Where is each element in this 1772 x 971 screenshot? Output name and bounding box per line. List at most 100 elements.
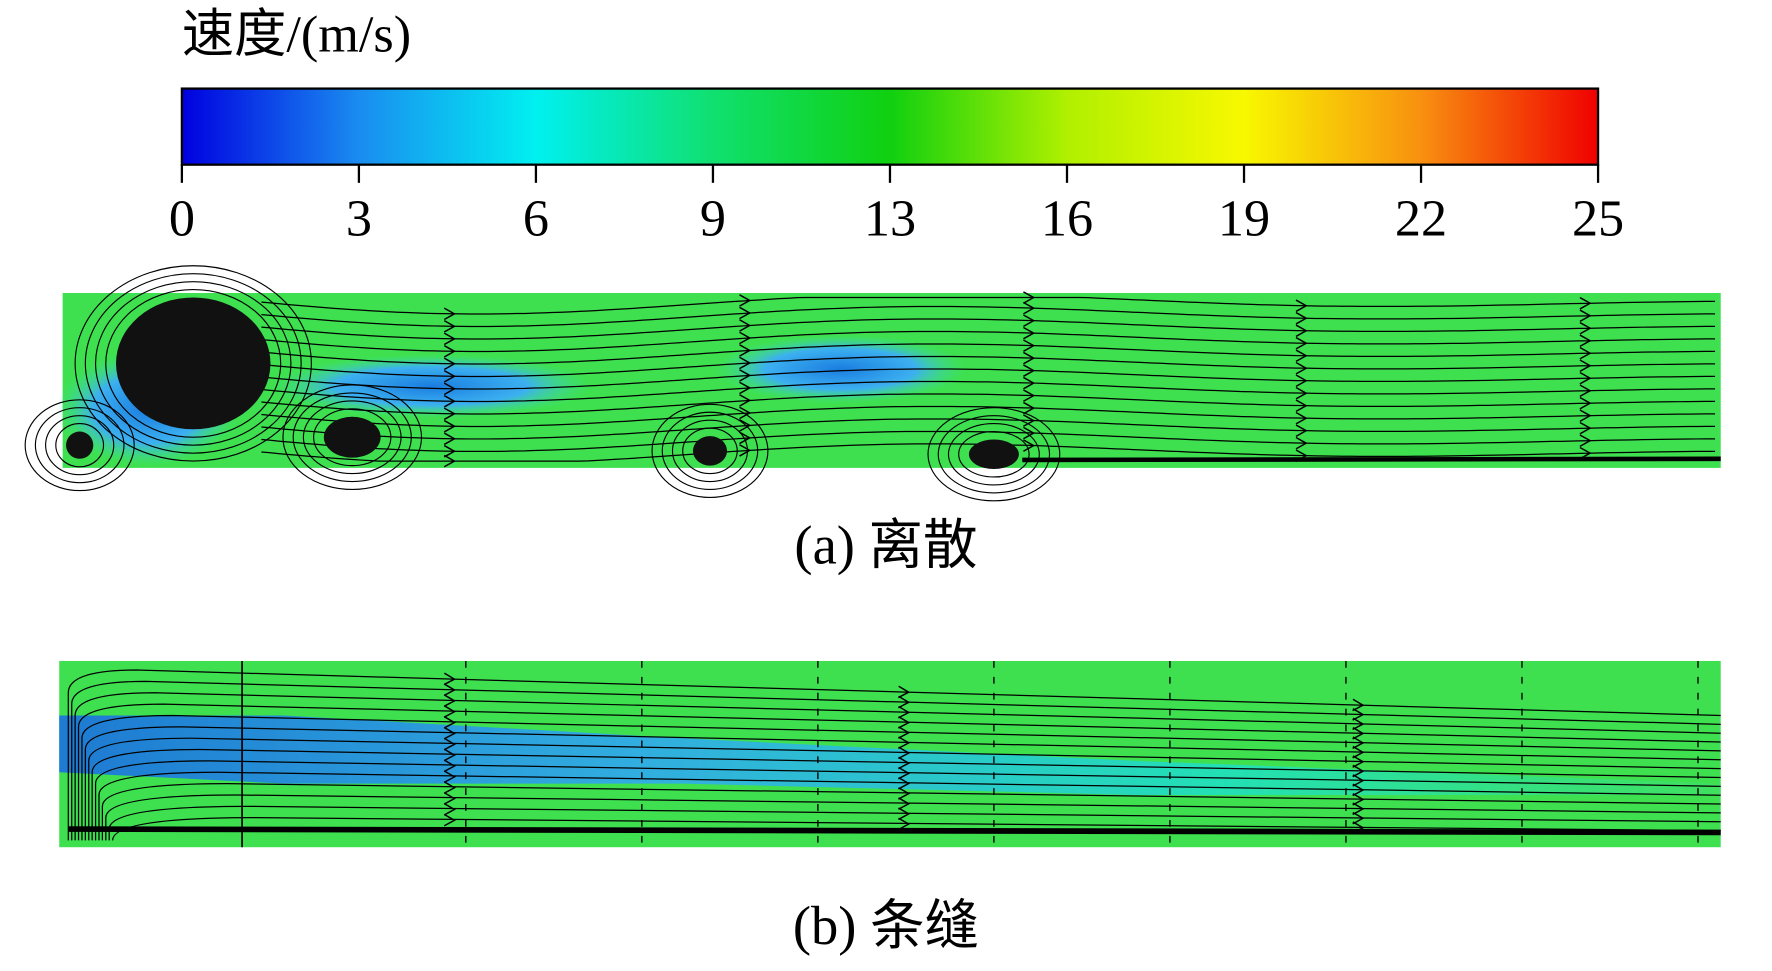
low-speed-zone: [272, 354, 591, 418]
flow-arrow: [1023, 376, 1036, 390]
flow-arrow: [1295, 386, 1308, 400]
flow-arrow: [443, 759, 456, 773]
flow-arrow: [739, 444, 752, 457]
streamline: [88, 737, 1721, 841]
flow-arrow: [1352, 736, 1365, 750]
streamline: [94, 760, 1721, 841]
flow-arrow: [1352, 783, 1365, 797]
flow-arrow: [1023, 426, 1036, 440]
flow-arrow: [1295, 411, 1308, 425]
flow-arrow: [739, 356, 752, 370]
flow-arrow: [898, 756, 911, 770]
flow-arrow: [898, 776, 911, 790]
vortex-ring: [302, 400, 402, 475]
flow-arrow: [443, 803, 456, 816]
flow-arrow: [443, 454, 456, 468]
vortex-ring: [95, 281, 292, 446]
flow-arrow: [443, 307, 456, 321]
flow-arrow: [898, 716, 911, 729]
flow-arrow: [1295, 311, 1308, 325]
vortex-ring: [671, 419, 749, 483]
streamline: [261, 393, 1716, 415]
flow-arrow: [739, 369, 752, 382]
streamline-panel: [24, 265, 1721, 502]
flow-arrow: [1295, 436, 1308, 450]
streamline: [261, 318, 1716, 340]
vortex: [692, 436, 728, 466]
streamline: [261, 305, 1716, 328]
flow-arrow: [1295, 399, 1308, 413]
vortex-ring: [313, 408, 392, 467]
flow-arrow: [1352, 811, 1365, 825]
flow-arrow: [443, 369, 456, 383]
flow-arrow: [443, 432, 456, 446]
vortex: [968, 439, 1019, 470]
flow-arrow: [443, 683, 456, 697]
flow-arrow: [1579, 359, 1592, 373]
flow-arrow: [898, 736, 911, 750]
flow-arrow: [898, 807, 911, 821]
vortex-ring: [34, 407, 125, 484]
flow-arrow: [1023, 351, 1036, 365]
streamline: [261, 343, 1716, 365]
flow-arrow: [898, 695, 911, 709]
flow-arrow: [897, 685, 911, 699]
vortex-ring: [947, 423, 1040, 486]
flow-arrow: [443, 319, 456, 333]
tick-label: 9: [700, 190, 726, 248]
flow-arrow: [1352, 726, 1365, 740]
streamline: [111, 817, 1721, 841]
vortex-ring: [661, 411, 759, 491]
flow-arrow: [443, 726, 456, 740]
vortex-ring: [292, 392, 412, 483]
flow-arrow: [898, 787, 911, 800]
flow-arrow: [739, 419, 752, 432]
vortex: [323, 416, 381, 458]
flow-arrow: [443, 748, 456, 762]
vortex-ring: [927, 407, 1061, 502]
flow-arrow: [1295, 349, 1308, 363]
flow-arrow: [1352, 755, 1365, 768]
flow-arrow: [443, 694, 456, 707]
streamline: [101, 782, 1721, 841]
flow-arrow: [1352, 821, 1365, 834]
flow-arrow: [1579, 409, 1592, 423]
flow-arrow: [1023, 326, 1036, 340]
streamline: [71, 680, 1721, 841]
streamline: [74, 692, 1721, 841]
vortex-ring: [45, 415, 115, 476]
flow-arrow: [443, 792, 456, 805]
flow-arrow: [1295, 324, 1308, 338]
tick-label: 25: [1572, 190, 1624, 248]
flow-arrow: [898, 797, 911, 810]
low-speed-zone: [59, 715, 1721, 795]
vortex-ring: [105, 289, 282, 438]
flow-arrow: [1579, 396, 1592, 410]
streamline: [108, 805, 1721, 841]
streamline: [98, 771, 1721, 841]
flow-arrow: [739, 344, 752, 357]
flow-arrow: [443, 407, 456, 421]
flow-arrow: [739, 406, 752, 420]
flow-arrow: [443, 770, 456, 784]
flow-arrow: [739, 306, 752, 320]
flow-arrow: [1295, 361, 1308, 375]
tick-label: 16: [1041, 190, 1093, 248]
vortex-ring: [958, 430, 1030, 478]
flow-arrow: [1295, 424, 1308, 438]
tick-label: 13: [864, 190, 916, 248]
vortex-ring: [24, 399, 135, 492]
flow-arrow: [443, 813, 456, 827]
flow-arrow: [443, 394, 456, 408]
flow-arrow: [1295, 299, 1308, 313]
vortex-ring: [682, 427, 738, 475]
flow-arrow: [739, 331, 752, 345]
tick-label: 0: [169, 190, 195, 248]
caption: (a) 离散: [794, 514, 977, 575]
flow-arrow: [1023, 401, 1036, 415]
streamline: [261, 296, 1716, 315]
wall-streamline: [68, 826, 1721, 836]
flow-arrow: [898, 746, 911, 760]
flow-arrow: [1579, 421, 1592, 435]
flow-arrow: [1352, 708, 1365, 721]
